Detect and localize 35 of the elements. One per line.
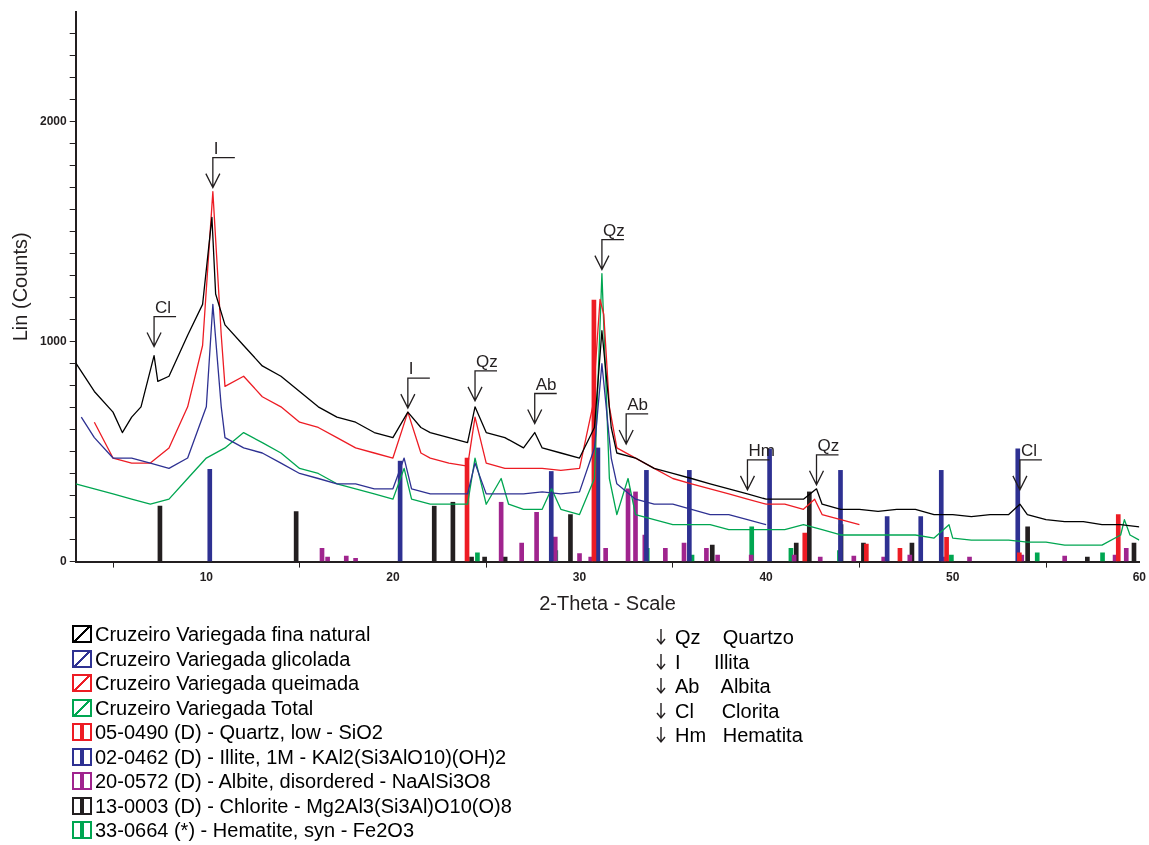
legend-label: Cruzeiro Variegada Total bbox=[95, 695, 314, 720]
legend-label: 05-0490 (D) - Quartz, low - SiO2 bbox=[95, 720, 383, 745]
x-tick-label: 10 bbox=[199, 570, 214, 585]
text: Hm Hematita bbox=[675, 723, 803, 748]
legend-label: 13-0003 (D) - Chlorite - Mg2Al3(Si3Al)O10(O)8 bbox=[95, 793, 512, 818]
annotation: Qz bbox=[817, 436, 840, 456]
legend-label: Cruzeiro Variegada fina natural bbox=[95, 622, 371, 647]
y-tick-label: 1000 bbox=[39, 334, 68, 349]
legend-label: 02-0462 (D) - Illite, 1M - KAl2(Si3AlO10)(OH)2 bbox=[95, 744, 507, 769]
annotation: Ab bbox=[627, 395, 648, 415]
text: Ab Albita bbox=[675, 674, 771, 699]
annotation: Qz bbox=[476, 352, 498, 372]
y-tick-label: 0 bbox=[60, 553, 68, 568]
legend-label: 20-0572 (D) - Albite, disordered - NaAlSi3O8 bbox=[95, 769, 491, 794]
annotation: Cl bbox=[1020, 441, 1037, 461]
legend-label: Cruzeiro Variegada glicolada bbox=[95, 646, 351, 671]
x-tick-label: 60 bbox=[1132, 570, 1147, 585]
x-tick-label: 30 bbox=[572, 570, 587, 585]
x-tick-label: 50 bbox=[946, 570, 960, 585]
text: I Illita bbox=[675, 649, 750, 674]
x-axis-title: 2-Theta - Scale bbox=[539, 591, 676, 614]
legend-label: Cruzeiro Variegada queimada bbox=[95, 671, 360, 696]
y-axis-title: Lin (Counts) bbox=[8, 232, 31, 342]
text: Qz Quartzo bbox=[675, 625, 794, 650]
x-tick-label: 20 bbox=[386, 570, 400, 585]
annotation: I bbox=[408, 359, 414, 379]
legend-label: 33-0664 (*) - Hematite, syn - Fe2O3 bbox=[95, 818, 415, 843]
text: Cl Clorita bbox=[675, 698, 780, 723]
annotation: Hm bbox=[748, 441, 775, 461]
annotation: Qz bbox=[602, 220, 625, 240]
annotation: Ab bbox=[535, 374, 557, 394]
annotation: I bbox=[213, 138, 219, 158]
annotation: Cl bbox=[155, 297, 172, 317]
y-tick-label: 2000 bbox=[39, 114, 68, 129]
x-tick-label: 40 bbox=[759, 570, 774, 585]
